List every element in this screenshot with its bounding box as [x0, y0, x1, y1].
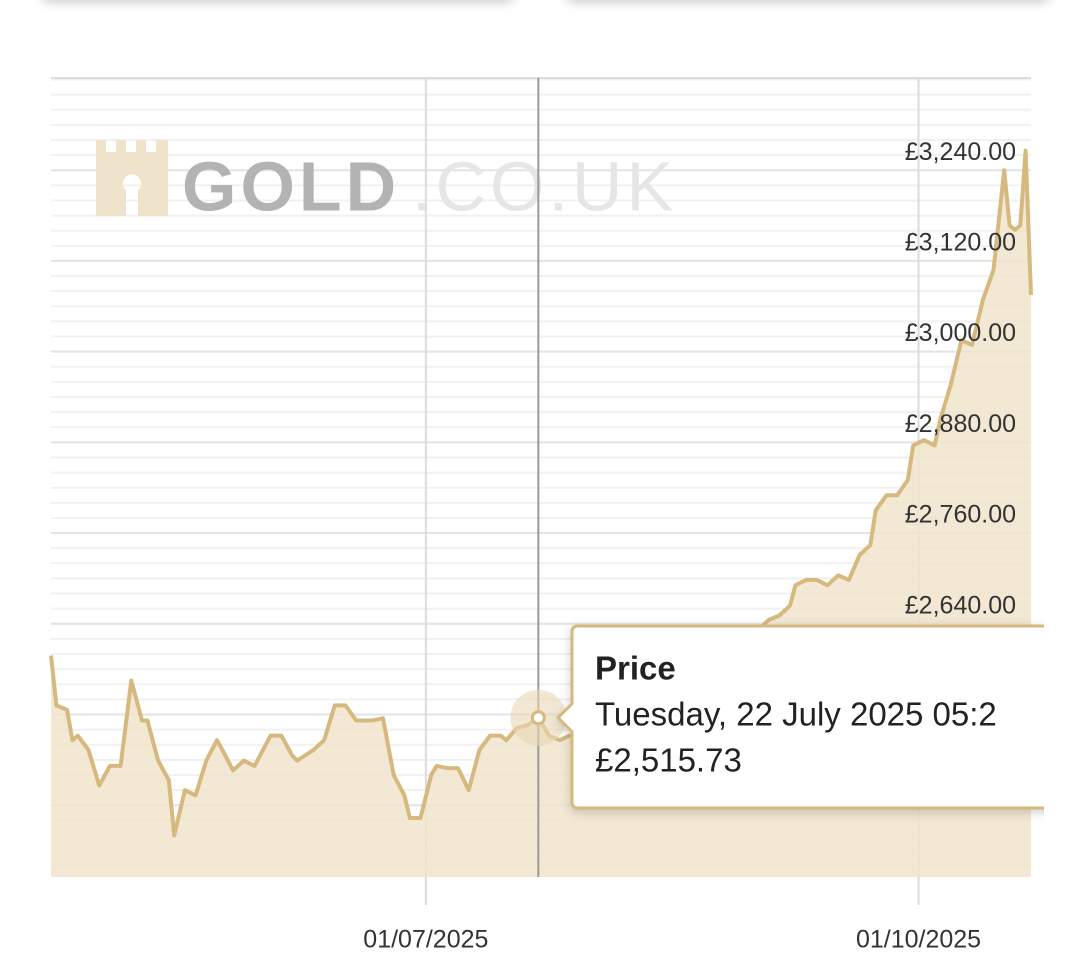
- hover-point: [530, 710, 546, 726]
- x-tick-label: 01/07/2025: [363, 926, 488, 954]
- tooltip-title: Price: [595, 650, 676, 687]
- y-tick-label: £2,880.00: [905, 410, 1016, 438]
- y-tick-label: £2,640.00: [905, 591, 1016, 619]
- tooltip-box: [555, 624, 1044, 810]
- y-tick-label: £3,120.00: [905, 229, 1016, 257]
- tooltip-value: £2,515.73: [595, 742, 742, 779]
- tooltip: Price Tuesday, 22 July 2025 05:2 £2,515.73: [555, 624, 1044, 810]
- x-tick-label: 01/10/2025: [856, 926, 981, 954]
- y-tick-label: £2,760.00: [905, 501, 1016, 529]
- watermark-secondary: .CO.UK: [412, 147, 677, 225]
- tooltip-date: Tuesday, 22 July 2025 05:2: [595, 696, 997, 733]
- watermark-primary: GOLD: [182, 147, 400, 225]
- price-line: [49, 148, 1033, 838]
- watermark: GOLD .CO.UK: [96, 140, 677, 225]
- castle-icon: [96, 140, 168, 216]
- y-tick-label: £3,000.00: [905, 319, 1016, 347]
- y-tick-label: £3,240.00: [905, 138, 1016, 166]
